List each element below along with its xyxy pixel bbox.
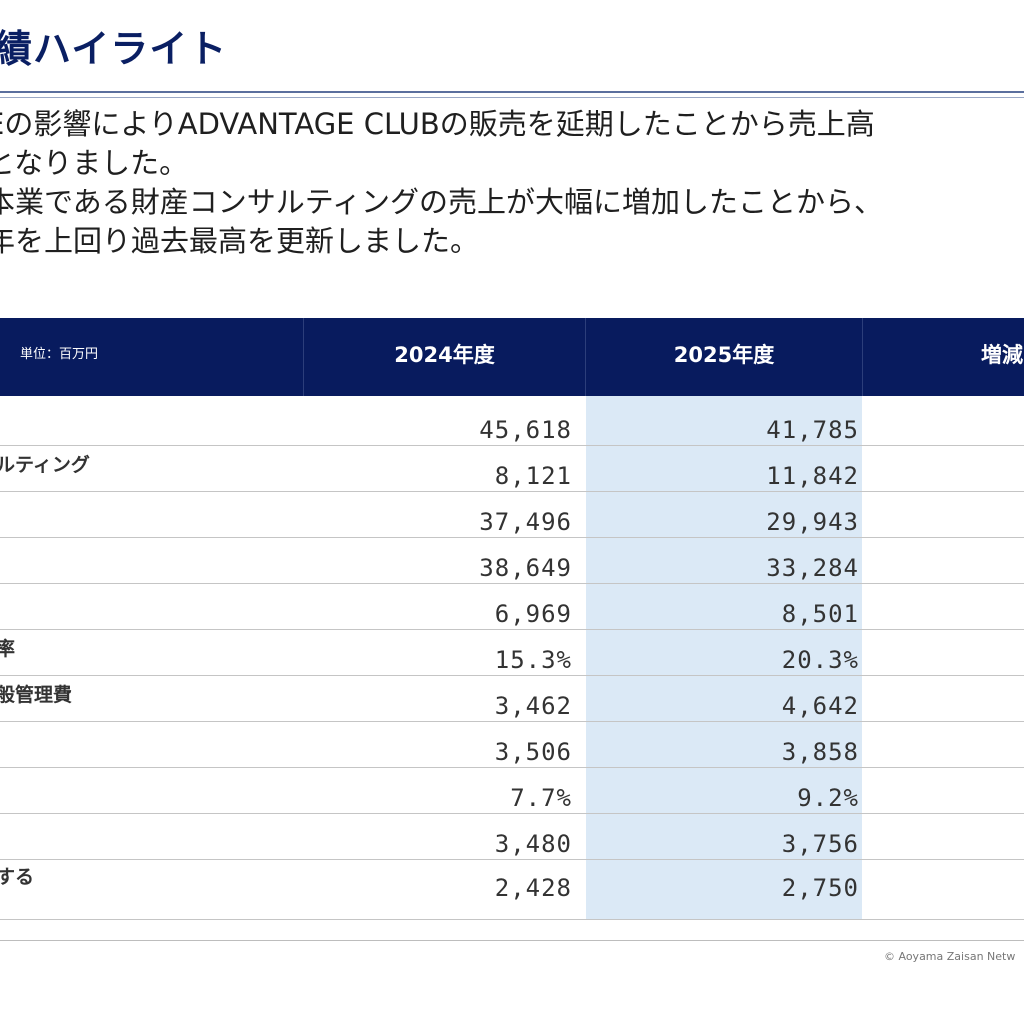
summary-line: 年を上回り過去最高を更新しました。: [0, 224, 480, 258]
table-row: 3,506 3,858: [0, 722, 1024, 768]
row-divider: [0, 537, 1024, 538]
row-label: ルティング: [0, 454, 90, 476]
summary-text: Eの影響によりADVANTAGE CLUBの販売を延期したことから売上高 となり…: [0, 105, 1024, 261]
row-divider: [0, 491, 1024, 492]
row-divider: [0, 583, 1024, 584]
table-row: 3,480 3,756: [0, 814, 1024, 860]
row-divider: [0, 859, 1024, 860]
row-divider: [0, 721, 1024, 722]
row-divider: [0, 767, 1024, 768]
value-2025: 4,642: [781, 692, 859, 720]
value-2024: 45,618: [479, 416, 572, 444]
value-2024: 3,480: [494, 830, 572, 858]
header-separator: [862, 318, 863, 396]
summary-line: Eの影響によりADVANTAGE CLUBの販売を延期したことから売上高: [0, 107, 875, 141]
value-2024: 6,969: [494, 600, 572, 628]
title-divider: [0, 91, 1024, 93]
header-2025: 2025年度: [673, 343, 775, 367]
value-2025: 8,501: [781, 600, 859, 628]
row-label: 率: [0, 638, 16, 660]
table-row: する 2,428 2,750: [0, 860, 1024, 920]
summary-line: となりました。: [0, 146, 189, 180]
value-2025: 33,284: [766, 554, 859, 582]
footer-divider: [0, 940, 1024, 941]
summary-line: 本業である財産コンサルティングの売上が大幅に増加したことから、: [0, 185, 883, 219]
value-2025: 3,756: [781, 830, 859, 858]
row-label: 般管理費: [0, 684, 73, 706]
header-change: 増減: [981, 343, 1023, 367]
value-2025: 3,858: [781, 738, 859, 766]
row-divider: [0, 629, 1024, 630]
value-2024: 2,428: [494, 874, 572, 902]
row-divider: [0, 675, 1024, 676]
table-row: 率 15.3% 20.3%: [0, 630, 1024, 676]
value-2025: 2,750: [781, 874, 859, 902]
row-divider: [0, 919, 1024, 920]
value-2025: 41,785: [766, 416, 859, 444]
value-2024: 38,649: [479, 554, 572, 582]
table-row: ルティング 8,121 11,842: [0, 446, 1024, 492]
title-divider-thin: [0, 97, 1024, 98]
row-divider: [0, 813, 1024, 814]
value-2025: 11,842: [766, 462, 859, 490]
row-divider: [0, 445, 1024, 446]
value-2024: 7.7%: [510, 784, 572, 812]
value-2024: 3,506: [494, 738, 572, 766]
table-row: 38,649 33,284: [0, 538, 1024, 584]
table-row: 7.7% 9.2%: [0, 768, 1024, 814]
table-row: 37,496 29,943: [0, 492, 1024, 538]
value-2024: 8,121: [494, 462, 572, 490]
table-header: 単位：百万円 2024年度 2025年度 増減: [0, 318, 1024, 396]
value-2025: 9.2%: [797, 784, 859, 812]
value-2024: 3,462: [494, 692, 572, 720]
value-2024: 37,496: [479, 508, 572, 536]
value-2025: 29,943: [766, 508, 859, 536]
value-2025: 20.3%: [781, 646, 859, 674]
table-row: 6,969 8,501: [0, 584, 1024, 630]
header-2024: 2024年度: [394, 343, 495, 367]
row-label: する: [0, 866, 35, 888]
copyright: © Aoyama Zaisan Netw: [884, 950, 1016, 963]
highlight-column-2025: [586, 396, 862, 920]
page-title: 績ハイライト: [0, 27, 228, 71]
table-row: 45,618 41,785: [0, 396, 1024, 446]
header-separator: [303, 318, 304, 396]
value-2024: 15.3%: [494, 646, 572, 674]
unit-label: 単位：百万円: [20, 347, 99, 362]
table-row: 般管理費 3,462 4,642: [0, 676, 1024, 722]
header-separator: [585, 318, 586, 396]
